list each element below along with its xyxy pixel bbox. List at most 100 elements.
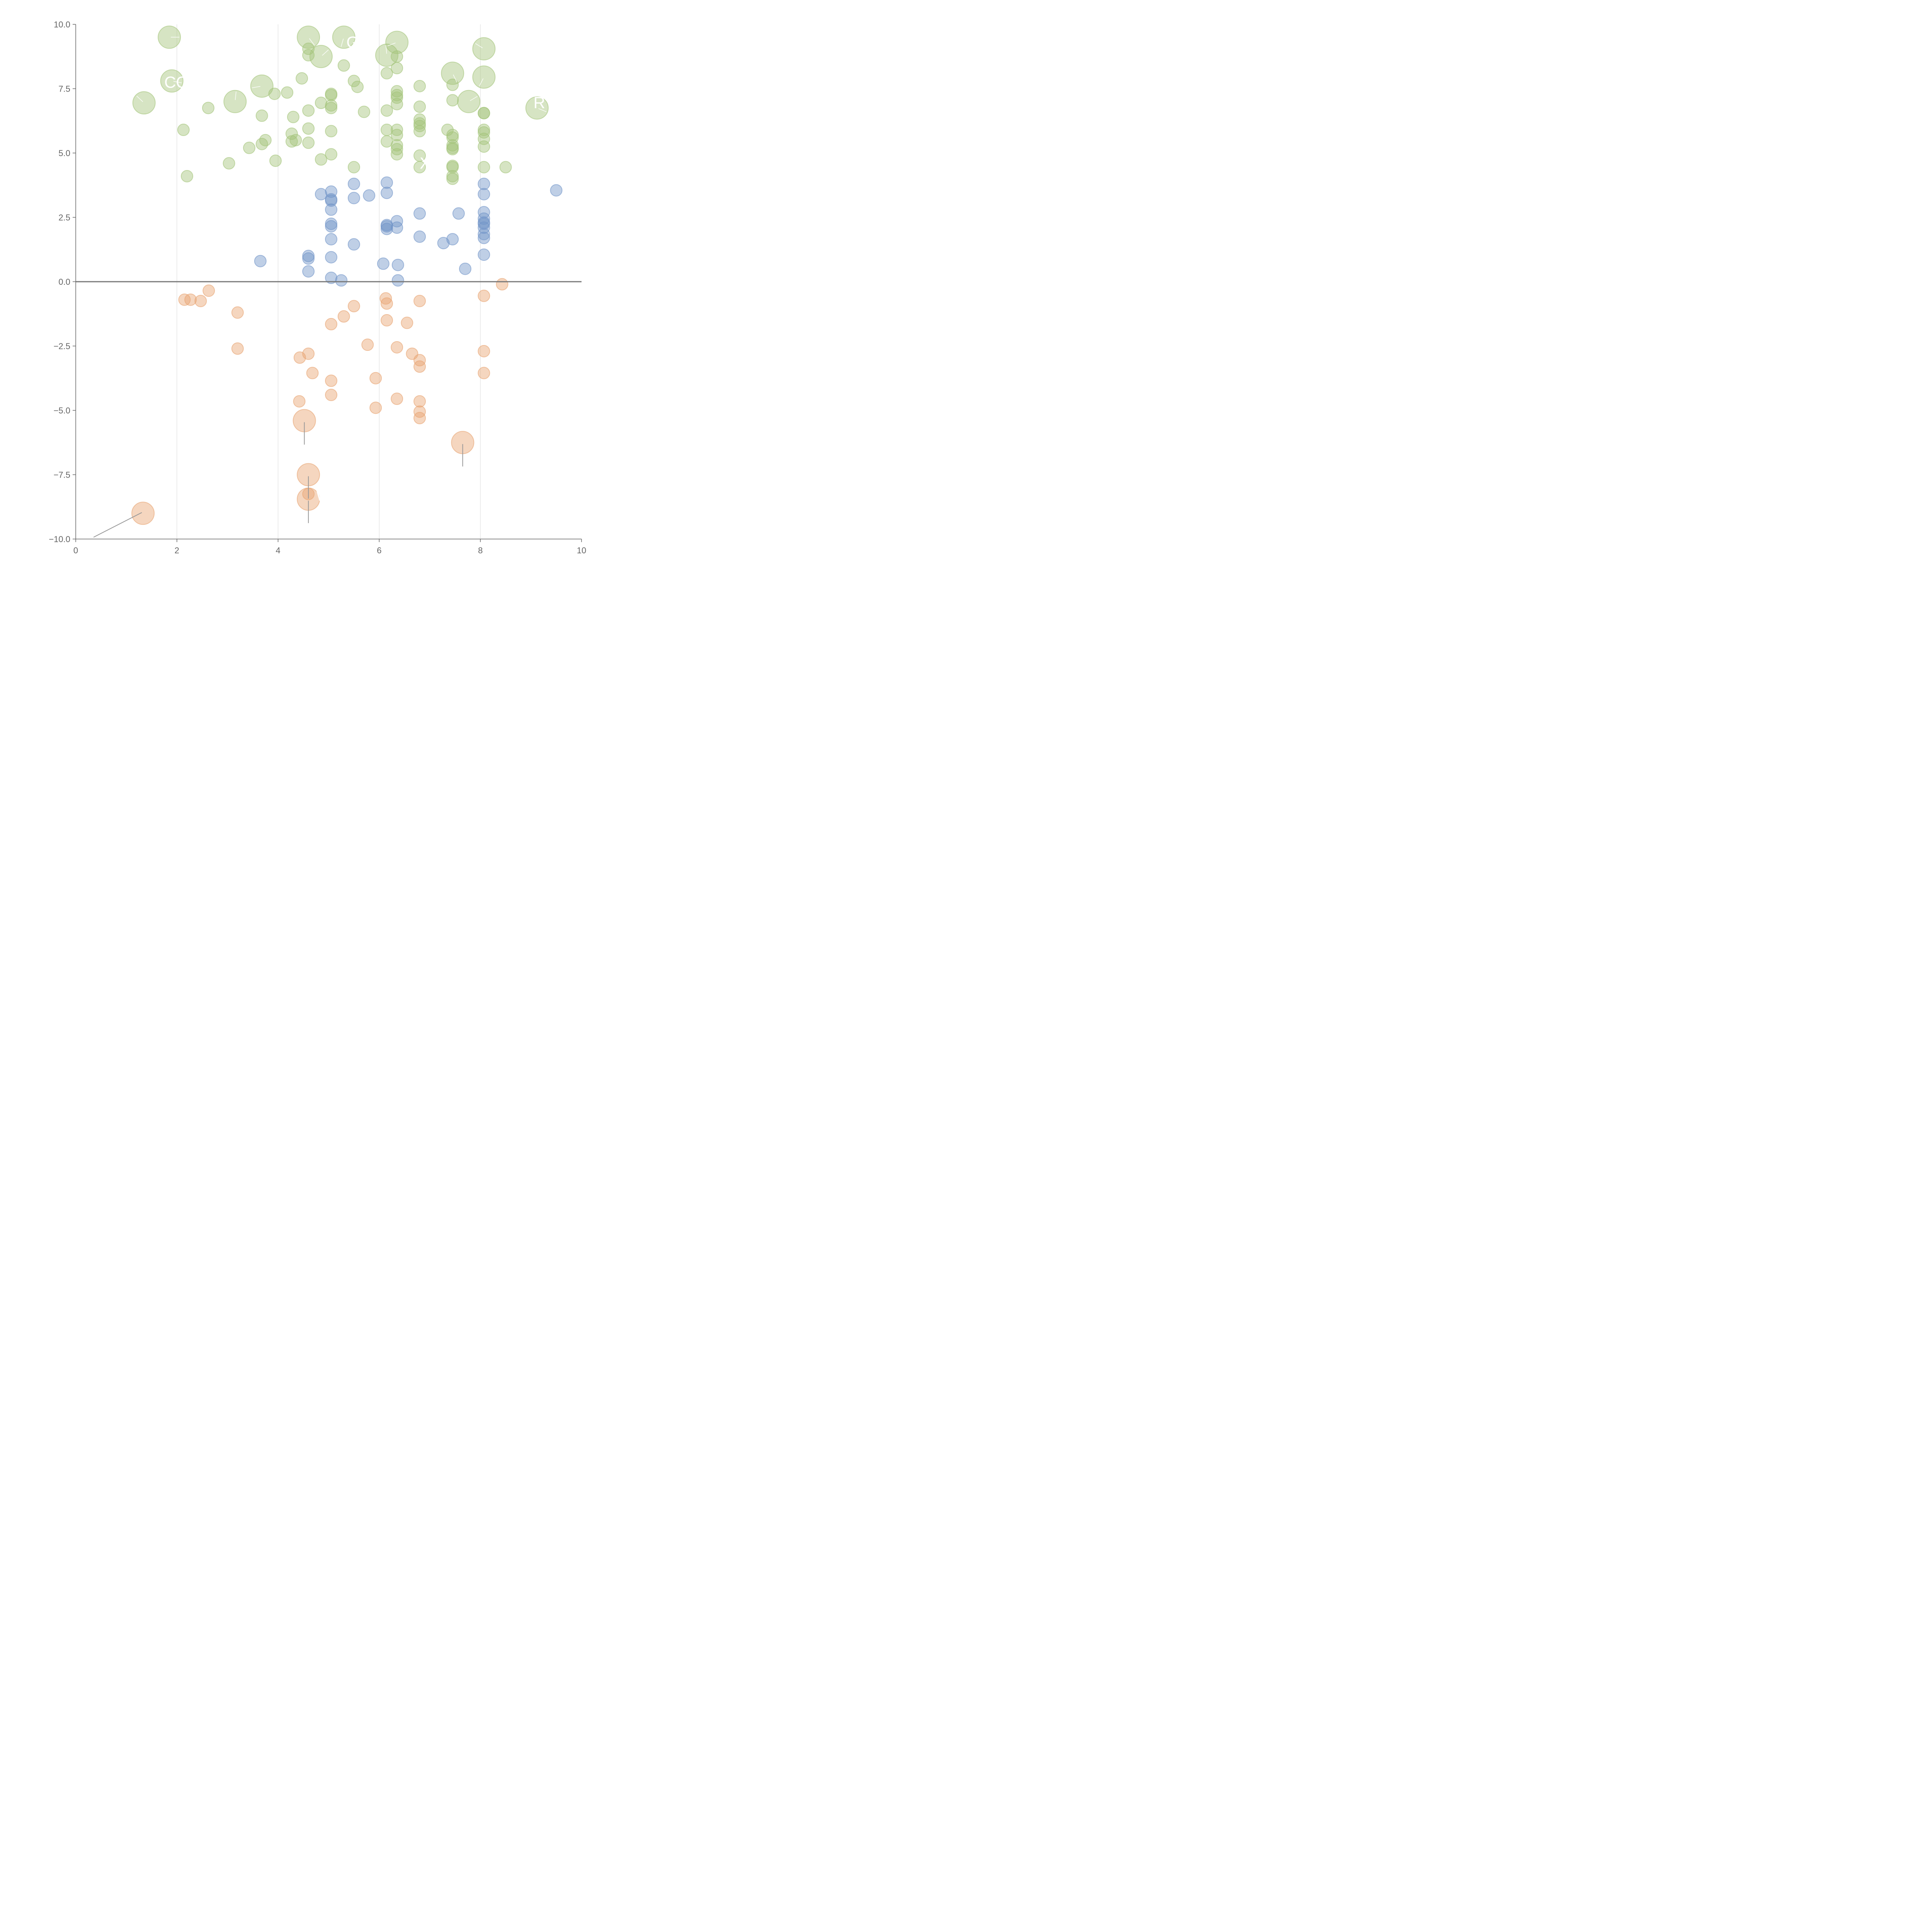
bubble-positive-high-33: [446, 94, 459, 107]
bubble-positive-low-45: [391, 274, 404, 287]
bubble-negative-31: [413, 395, 426, 408]
y-tick-label: 7.5: [58, 84, 70, 94]
bubble-negative-33: [413, 405, 426, 418]
bubble-positive-low-13: [413, 207, 426, 220]
bubble-positive-high-1: [297, 26, 320, 49]
bubble-positive-high-23: [351, 80, 364, 93]
bubble-positive-low-29: [478, 231, 490, 244]
bubble-positive-high-50: [391, 124, 403, 136]
bubble-positive-high-0: [158, 26, 181, 49]
bubble-positive-high-15: [302, 43, 315, 55]
bubble-layer: [93, 26, 563, 538]
bubble-positive-high-87: [478, 161, 490, 173]
bubble-negative-10: [231, 306, 244, 319]
bubble-positive-low-34: [478, 248, 490, 261]
bubble-positive-high-8: [441, 61, 464, 85]
bubble-positive-high-66: [302, 136, 315, 149]
bubble-positive-low-4: [315, 188, 327, 201]
bubble-negative-3: [379, 292, 392, 305]
bubble-negative-0: [496, 278, 509, 291]
bubble-positive-low-24: [391, 221, 403, 234]
bubble-positive-low-6: [381, 187, 393, 199]
x-tick-label: 10: [577, 546, 586, 555]
annotation-label-4: W: [316, 486, 332, 504]
bubble-positive-high-4: [472, 37, 496, 61]
bubble-positive-high-72: [446, 139, 459, 152]
bubble-positive-low-25: [478, 221, 490, 234]
bubble-positive-high-13: [457, 90, 481, 113]
bubble-positive-high-63: [259, 134, 272, 146]
bubble-positive-high-37: [325, 102, 338, 114]
label-leader-2: [340, 38, 344, 47]
bubble-positive-high-17: [337, 59, 350, 72]
bubble-negative-24: [306, 367, 319, 379]
bubble-positive-high-56: [413, 125, 426, 138]
bubble-negative-27: [325, 374, 338, 387]
bubble-positive-low-8: [363, 189, 376, 202]
bubble-positive-high-31: [413, 80, 426, 92]
bubble-positive-high-16: [302, 49, 315, 61]
bubble-positive-high-55: [325, 125, 338, 138]
label-leader-1: [309, 38, 315, 46]
bubble-positive-low-1: [381, 176, 393, 189]
bubble-positive-high-70: [391, 139, 403, 152]
bubble-positive-high-82: [223, 157, 235, 170]
bubble-positive-high-7: [160, 69, 184, 93]
leader-line-neg-4: [93, 512, 142, 538]
bubble-positive-low-9: [347, 192, 360, 204]
bubble-negative-40: [131, 502, 155, 525]
bubble-positive-low-12: [325, 203, 338, 216]
bubble-negative-9: [347, 300, 360, 313]
bubble-negative-1: [202, 284, 215, 297]
bubble-positive-low-36: [302, 252, 315, 265]
bubble-positive-high-10: [250, 74, 274, 98]
bubble-positive-low-37: [325, 251, 338, 264]
bubble-positive-high-43: [255, 109, 268, 122]
bubble-positive-low-44: [335, 274, 348, 287]
bubble-positive-low-42: [302, 265, 315, 278]
bubble-negative-32: [369, 401, 382, 414]
bubble-positive-high-32: [446, 78, 459, 91]
y-tick-label: −10.0: [49, 534, 70, 544]
bubble-positive-low-3: [550, 184, 563, 197]
bubble-positive-high-71: [478, 140, 490, 153]
bubble-negative-26: [369, 372, 382, 384]
bubble-positive-high-65: [285, 135, 298, 148]
bubble-positive-high-75: [243, 141, 255, 154]
bubble-positive-low-31: [325, 233, 338, 246]
bubble-positive-high-86: [413, 161, 426, 173]
bubble-positive-high-30: [391, 91, 403, 104]
bubble-positive-low-0: [347, 177, 360, 190]
bubble-positive-high-74: [446, 143, 459, 156]
bubble-positive-low-18: [325, 218, 338, 230]
label-leader-11: [136, 95, 143, 102]
bubble-positive-high-5: [375, 43, 399, 67]
bubble-negative-17: [231, 342, 244, 355]
label-leader-5: [386, 45, 387, 54]
bubble-positive-low-41: [459, 262, 471, 275]
bubble-negative-34: [413, 412, 426, 424]
bubble-negative-14: [325, 318, 338, 330]
bubble-positive-low-32: [437, 237, 450, 250]
bubble-positive-high-11: [132, 91, 156, 115]
bubble-positive-low-39: [377, 257, 389, 270]
label-leader-8: [453, 74, 457, 83]
bubble-positive-high-51: [441, 124, 454, 136]
bubble-positive-high-22: [347, 75, 360, 87]
bubble-positive-high-35: [413, 100, 426, 113]
y-tick-label: 10.0: [54, 20, 70, 29]
bubble-positive-high-78: [391, 148, 403, 161]
bubble-negative-29: [391, 393, 403, 405]
bubble-positive-high-19: [391, 62, 403, 75]
bubble-positive-high-44: [287, 111, 299, 123]
bubble-positive-high-21: [296, 72, 308, 85]
bubble-positive-low-38: [254, 255, 267, 267]
label-leader-9: [479, 78, 484, 87]
bubble-positive-low-22: [478, 218, 490, 230]
bubble-positive-low-2: [478, 177, 490, 190]
bubble-positive-high-46: [478, 107, 490, 119]
bubble-positive-high-42: [202, 102, 214, 114]
bubble-positive-high-40: [381, 104, 393, 117]
y-tick-label: 0.0: [58, 277, 70, 287]
bubble-positive-high-57: [478, 124, 490, 136]
